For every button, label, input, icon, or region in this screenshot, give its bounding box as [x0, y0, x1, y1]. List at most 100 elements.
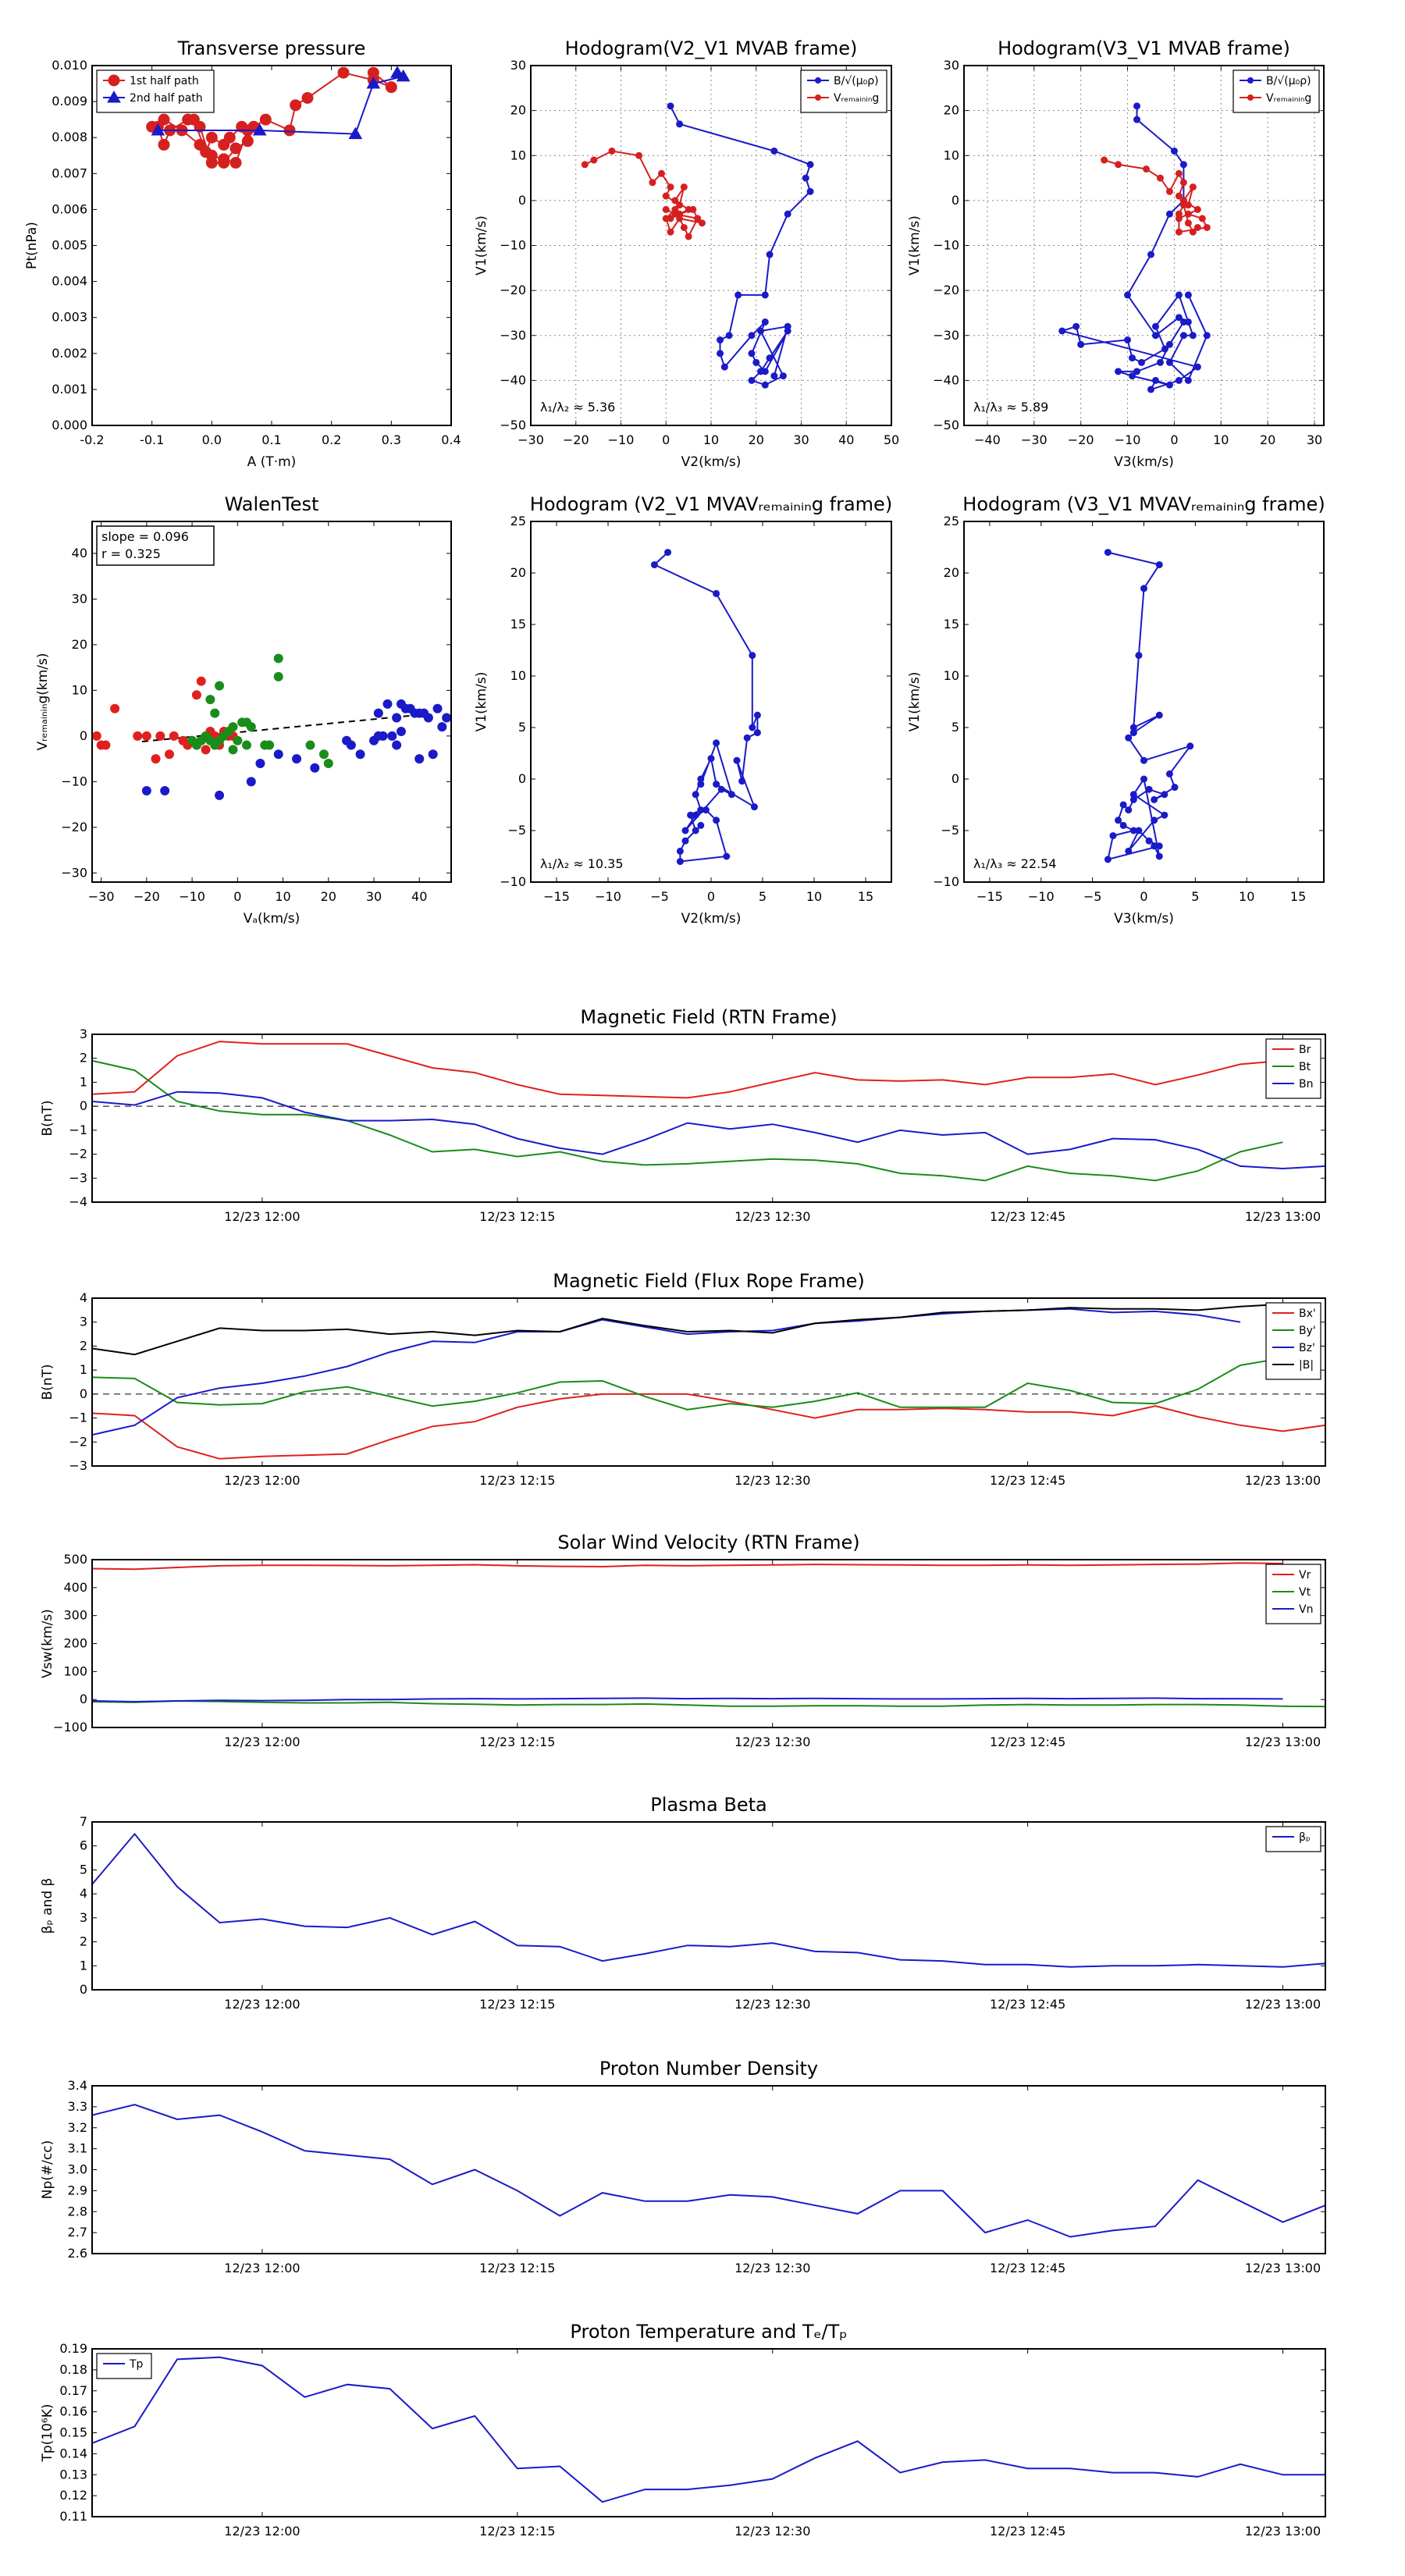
- data-point: [366, 76, 381, 89]
- data-point: [1125, 847, 1133, 855]
- y-tick-label: 0.003: [52, 310, 87, 325]
- y-axis-label: Vᵣₑₘₐᵢₙᵢₙg(km/s): [35, 653, 51, 750]
- data-point: [432, 703, 443, 713]
- data-point: [1151, 817, 1158, 824]
- y-tick-label: 0: [80, 1098, 87, 1113]
- y-tick-label: 0.16: [59, 2404, 87, 2419]
- legend-marker: [108, 74, 120, 87]
- series-1: [92, 676, 238, 764]
- chart-ts1: Magnetic Field (RTN Frame) −4 −3 −2 −1 0 1 2 3 12…: [40, 1006, 1326, 1224]
- chart-title: Hodogram (V2_V1 MVAVᵣₑₘₐᵢₙᵢₙg frame): [530, 493, 892, 515]
- data-point: [1151, 322, 1159, 330]
- data-point: [748, 350, 756, 358]
- data-point: [717, 336, 724, 344]
- chart-title: WalenTest: [225, 493, 319, 515]
- data-point: [1151, 795, 1158, 803]
- y-axis-label: V1(km/s): [474, 672, 489, 732]
- data-point: [1151, 842, 1158, 850]
- data-point: [1119, 801, 1127, 809]
- data-point: [761, 381, 769, 389]
- y-tick-label: 10: [510, 148, 526, 162]
- x-tick-label: 0.1: [261, 432, 281, 447]
- y-tick-label: 3.1: [68, 2141, 87, 2156]
- data-point: [1184, 210, 1192, 218]
- x-tick-label: 12/23 12:00: [224, 2524, 300, 2539]
- ratio-annotation: λ₁/λ₂ ≈ 5.36: [540, 400, 615, 415]
- data-point: [1125, 734, 1133, 742]
- plot-area: [581, 102, 814, 389]
- ratio-annotation: λ₁/λ₃ ≈ 22.54: [973, 856, 1057, 871]
- series-line: [92, 1562, 1283, 1571]
- data-point: [723, 852, 731, 860]
- data-point: [1175, 291, 1183, 299]
- data-point: [423, 713, 433, 723]
- data-point: [218, 156, 230, 169]
- chart-ts5: Proton Number Density 2.6 2.7 2.8 2.9 3.0 3.1 3…: [40, 2058, 1326, 2275]
- data-point: [667, 183, 674, 191]
- y-tick-label: 3: [80, 1910, 87, 1925]
- x-axis-label: V3(km/s): [1114, 911, 1174, 927]
- chart-title: Solar Wind Velocity (RTN Frame): [557, 1532, 859, 1553]
- data-point: [191, 690, 201, 700]
- chart-title: Transverse pressure: [177, 37, 366, 59]
- data-point: [717, 350, 724, 358]
- chart-ts4: Plasma Beta 0 1 2 3 4 5 6 7 12/23 12:00 12/23 12:1…: [40, 1794, 1326, 2012]
- legend-label: Vᵣₑₘₐᵢₙᵢₙg: [834, 92, 879, 105]
- data-point: [323, 758, 333, 768]
- data-point: [676, 858, 684, 866]
- data-point: [698, 219, 706, 227]
- data-point: [255, 758, 265, 768]
- data-point: [697, 821, 705, 829]
- series-line: [670, 105, 812, 386]
- data-point: [667, 102, 674, 110]
- series-line: [584, 150, 705, 239]
- chart-h2: Hodogram(V3_V1 MVAB frame) −50 −40 −30 −20 −1…: [907, 37, 1325, 470]
- series-2: [92, 1357, 1283, 1411]
- data-point: [158, 138, 170, 151]
- y-tick-label: 40: [72, 546, 87, 560]
- y-tick-label: 2.8: [68, 2204, 87, 2218]
- series-line: [92, 1041, 1283, 1099]
- data-point: [241, 740, 251, 750]
- data-point: [784, 322, 791, 330]
- data-point: [1184, 376, 1192, 384]
- y-tick-label: 100: [63, 1663, 87, 1678]
- x-tick-label: −5: [1083, 889, 1102, 904]
- data-point: [717, 785, 725, 793]
- data-point: [229, 142, 242, 155]
- data-point: [229, 156, 242, 169]
- data-point: [387, 731, 397, 741]
- x-tick-label: 15: [1290, 889, 1306, 904]
- y-tick-label: −5: [507, 823, 526, 838]
- data-point: [385, 81, 397, 94]
- data-point: [664, 549, 672, 557]
- plot-frame: [91, 1034, 1326, 1203]
- data-point: [1179, 161, 1187, 169]
- data-point: [265, 740, 275, 750]
- data-point: [720, 363, 728, 371]
- y-tick-label: 15: [944, 617, 959, 632]
- y-tick-label: 20: [944, 565, 959, 580]
- plot-frame: [91, 2348, 1326, 2517]
- x-tick-label: 12/23 12:45: [990, 2261, 1065, 2275]
- y-tick-label: 3.2: [68, 2120, 87, 2135]
- y-tick-label: −1: [69, 1123, 87, 1137]
- data-point: [725, 332, 733, 340]
- data-point: [215, 790, 225, 800]
- data-point: [748, 332, 756, 340]
- data-point: [770, 147, 778, 155]
- x-tick-label: 30: [793, 432, 809, 447]
- x-tick-label: 0.4: [441, 432, 461, 447]
- legend-marker: [1247, 94, 1254, 101]
- data-point: [373, 708, 383, 718]
- y-tick-label: −10: [933, 238, 959, 253]
- x-tick-label: 30: [366, 889, 382, 904]
- y-tick-label: 3: [80, 1315, 87, 1329]
- data-point: [1133, 368, 1141, 375]
- data-point: [273, 749, 283, 760]
- plot-frame: [91, 65, 452, 426]
- legend: 1st half path 2nd half path: [96, 69, 215, 113]
- y-tick-label: 5: [80, 1862, 87, 1877]
- chart-title: Hodogram(V2_V1 MVAB frame): [565, 37, 858, 59]
